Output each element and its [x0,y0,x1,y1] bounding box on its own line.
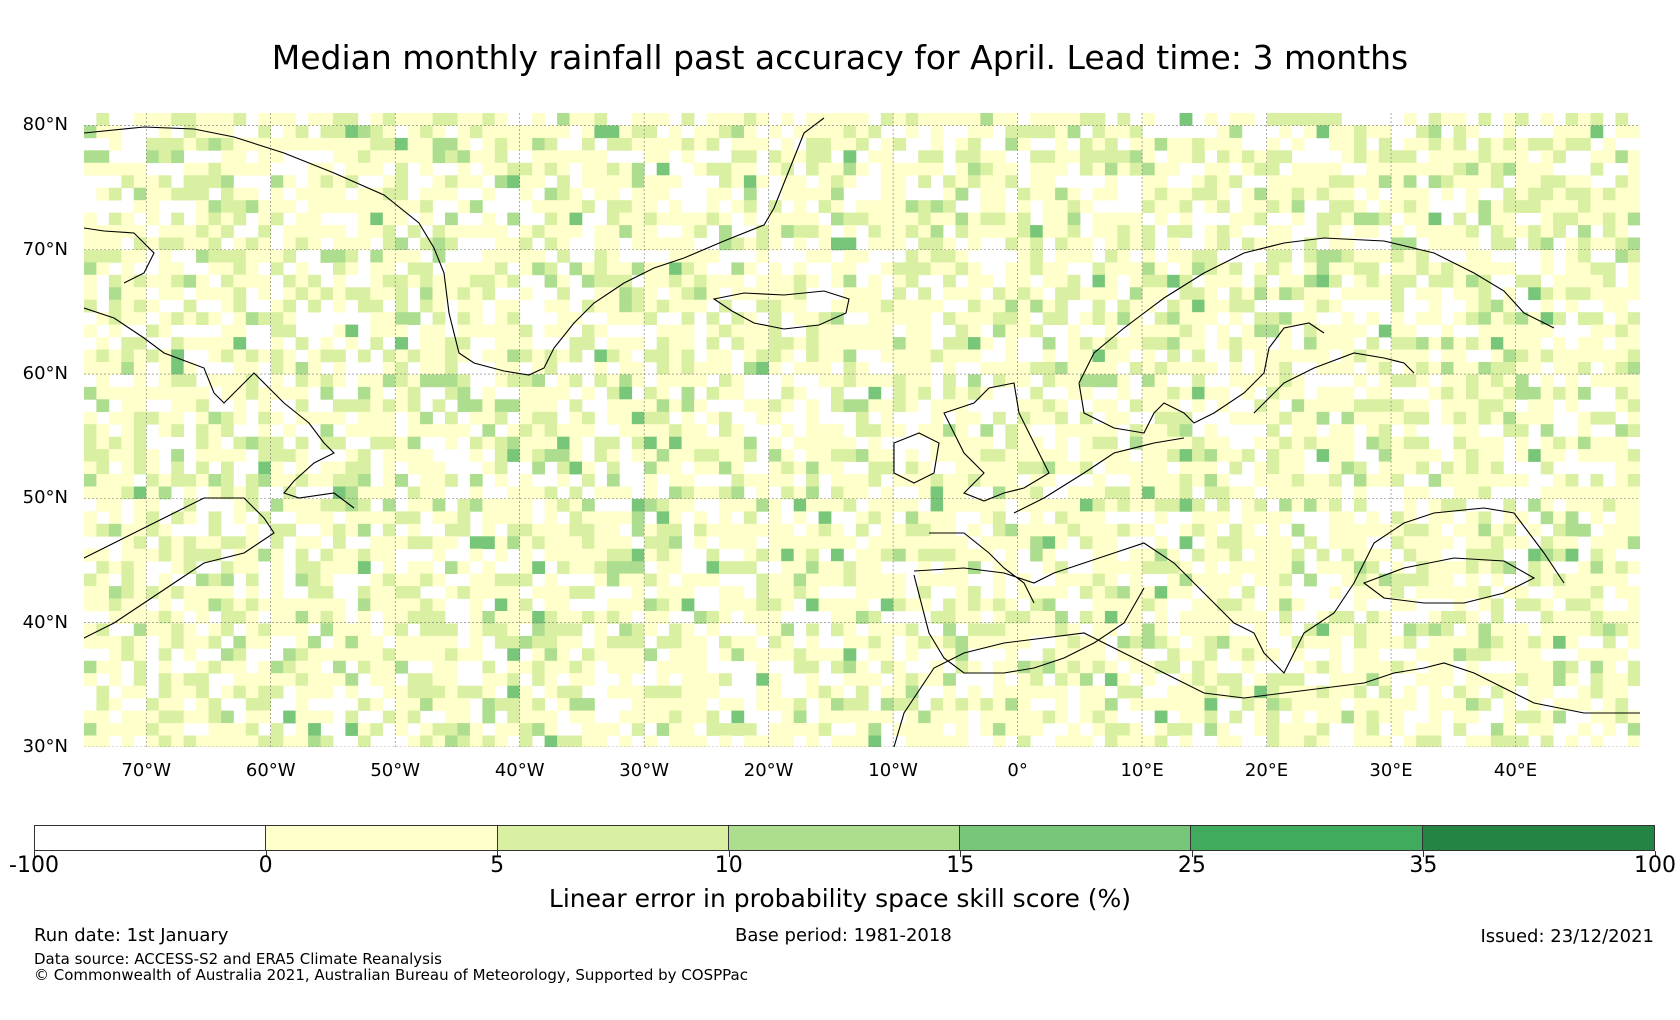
latitude-label: 30°N [22,736,68,757]
longitude-label: 10°E [1120,760,1164,781]
latitude-label: 80°N [22,114,68,136]
colorbar-tick-label: 0 [258,853,273,878]
longitude-label: 30°W [619,760,670,781]
colorbar-tick-label: 15 [946,853,975,878]
colorbar-segment [728,826,961,850]
map-canvas [84,113,1640,747]
latitude-label: 40°N [22,611,68,633]
colorbar-tick [960,851,962,857]
skill-cells [84,113,1640,747]
longitude-label: 50°W [370,760,421,781]
colorbar-tick-label: 25 [1177,853,1206,878]
colorbar-tick-label: 5 [490,853,505,878]
longitude-label: 20°W [743,760,794,781]
chart-title: Median monthly rainfall past accuracy fo… [271,38,1409,77]
longitude-label: 40°E [1493,760,1538,781]
coastlines [84,117,1640,747]
coast-canada [84,227,355,639]
issued-date: Issued: 23/12/2021 [1480,926,1654,947]
colorbar-segment [497,826,729,850]
coast-black-sea [1362,557,1536,604]
longitude-label: 0° [1007,760,1028,781]
latitude-label: 60°N [22,363,68,385]
coast-greenland [84,117,825,376]
colorbar-segment [1191,826,1423,850]
colorbar-tick [1655,851,1656,857]
coast-britain [893,382,1050,502]
base-period: Base period: 1981-2018 [735,925,952,946]
longitude-label: 40°W [494,760,545,781]
longitude-label: 70°W [121,760,172,781]
colorbar [34,825,1655,851]
longitude-label: 60°W [245,760,296,781]
colorbar-tick-label: -100 [9,853,59,878]
colorbar-tick [728,851,730,857]
run-date: Run date: 1st January [34,925,229,946]
latitude-label: 70°N [22,238,68,260]
data-source: Data source: ACCESS-S2 and ERA5 Climate … [34,950,442,968]
coast-africa [893,632,1640,747]
skill-map [84,113,1640,747]
colorbar-segment [35,826,267,850]
colorbar-segment [1422,826,1654,850]
colorbar-segment [960,826,1192,850]
colorbar-tick-label: 100 [1634,853,1676,878]
longitude-label: 20°E [1244,760,1289,781]
colorbar-tick [1423,851,1425,857]
coast-iceland [712,290,850,330]
latitude-label: 50°N [22,487,68,509]
copyright: © Commonwealth of Australia 2021, Austra… [34,966,748,984]
colorbar-tick [1191,851,1193,857]
graticule [84,113,1640,747]
colorbar-title: Linear error in probability space skill … [548,884,1132,913]
colorbar-segment [266,826,498,850]
colorbar-tick-label: 35 [1409,853,1438,878]
coast-europe [913,437,1565,674]
coast-scandinavia [1078,237,1555,434]
colorbar-tick [497,851,499,857]
colorbar-tick-label: 10 [714,853,743,878]
longitude-label: 10°W [868,760,918,781]
longitude-label: 30°E [1369,760,1413,781]
colorbar-tick [34,851,35,857]
colorbar-tick [265,851,267,857]
